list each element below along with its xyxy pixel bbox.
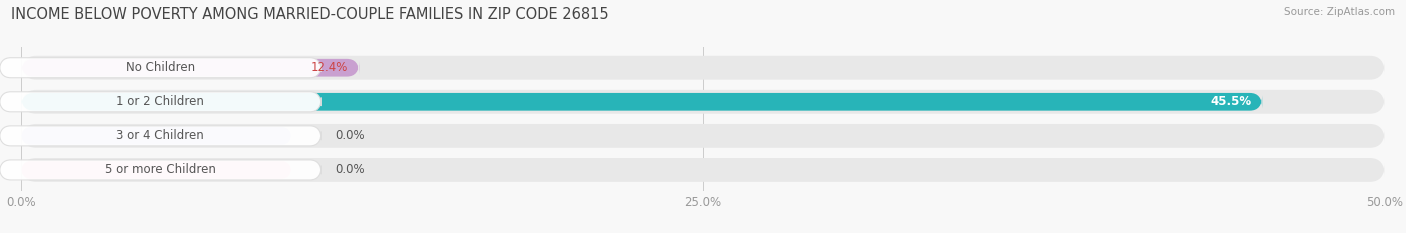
FancyBboxPatch shape: [21, 93, 1263, 111]
FancyBboxPatch shape: [21, 124, 1385, 148]
Text: 45.5%: 45.5%: [1211, 95, 1251, 108]
Text: 1 or 2 Children: 1 or 2 Children: [117, 95, 204, 108]
FancyBboxPatch shape: [0, 92, 321, 112]
Text: 3 or 4 Children: 3 or 4 Children: [117, 129, 204, 142]
Text: INCOME BELOW POVERTY AMONG MARRIED-COUPLE FAMILIES IN ZIP CODE 26815: INCOME BELOW POVERTY AMONG MARRIED-COUPL…: [11, 7, 609, 22]
Text: 12.4%: 12.4%: [311, 61, 349, 74]
FancyBboxPatch shape: [21, 56, 1385, 80]
FancyBboxPatch shape: [0, 58, 321, 78]
Text: No Children: No Children: [125, 61, 195, 74]
Text: 0.0%: 0.0%: [335, 129, 364, 142]
Text: Source: ZipAtlas.com: Source: ZipAtlas.com: [1284, 7, 1395, 17]
Text: 5 or more Children: 5 or more Children: [105, 163, 215, 176]
Text: 0.0%: 0.0%: [335, 163, 364, 176]
FancyBboxPatch shape: [21, 127, 291, 145]
FancyBboxPatch shape: [21, 158, 1385, 182]
FancyBboxPatch shape: [0, 126, 321, 146]
FancyBboxPatch shape: [21, 90, 1385, 114]
FancyBboxPatch shape: [0, 160, 321, 180]
FancyBboxPatch shape: [21, 161, 291, 179]
FancyBboxPatch shape: [21, 59, 360, 77]
